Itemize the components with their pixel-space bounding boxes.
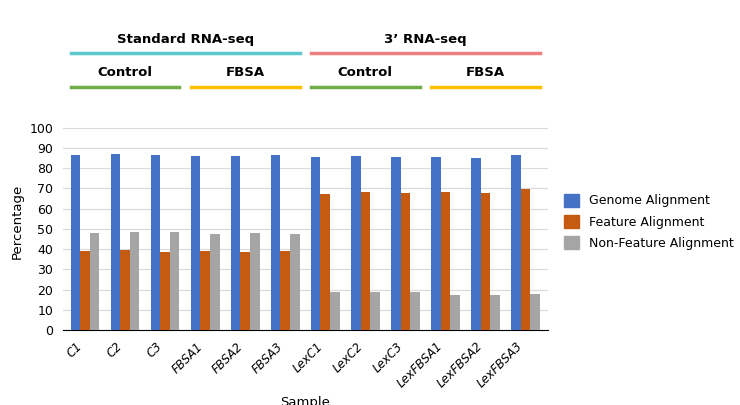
- Bar: [170, 232, 180, 330]
- Bar: [471, 158, 481, 330]
- Bar: [531, 294, 540, 330]
- Bar: [511, 155, 521, 330]
- Bar: [130, 232, 139, 330]
- Text: Control: Control: [98, 66, 152, 79]
- Bar: [250, 233, 260, 330]
- Bar: [110, 154, 120, 330]
- Text: Control: Control: [338, 66, 393, 79]
- Bar: [80, 251, 90, 330]
- X-axis label: Sample: Sample: [280, 396, 330, 405]
- Bar: [521, 190, 531, 330]
- Bar: [431, 157, 440, 330]
- Bar: [320, 194, 330, 330]
- Bar: [330, 292, 340, 330]
- Bar: [440, 192, 450, 330]
- Bar: [90, 233, 99, 330]
- Bar: [240, 252, 250, 330]
- Bar: [360, 192, 370, 330]
- Bar: [391, 157, 400, 330]
- Bar: [290, 234, 300, 330]
- Legend: Genome Alignment, Feature Alignment, Non-Feature Alignment: Genome Alignment, Feature Alignment, Non…: [564, 194, 733, 249]
- Text: 3’ RNA-seq: 3’ RNA-seq: [384, 33, 467, 46]
- Bar: [70, 155, 80, 330]
- Text: Standard RNA-seq: Standard RNA-seq: [116, 33, 254, 46]
- Bar: [151, 155, 161, 330]
- Bar: [410, 292, 420, 330]
- Bar: [400, 194, 410, 330]
- Bar: [351, 156, 360, 330]
- Bar: [271, 155, 280, 330]
- Bar: [120, 250, 130, 330]
- Bar: [481, 194, 491, 330]
- Bar: [231, 156, 240, 330]
- Bar: [280, 251, 290, 330]
- Bar: [491, 295, 500, 330]
- Text: FBSA: FBSA: [226, 66, 265, 79]
- Bar: [201, 251, 210, 330]
- Bar: [161, 252, 170, 330]
- Y-axis label: Percentage: Percentage: [11, 184, 24, 259]
- Bar: [191, 156, 201, 330]
- Text: FBSA: FBSA: [466, 66, 505, 79]
- Bar: [311, 157, 320, 330]
- Bar: [450, 295, 460, 330]
- Bar: [370, 292, 380, 330]
- Bar: [210, 234, 220, 330]
